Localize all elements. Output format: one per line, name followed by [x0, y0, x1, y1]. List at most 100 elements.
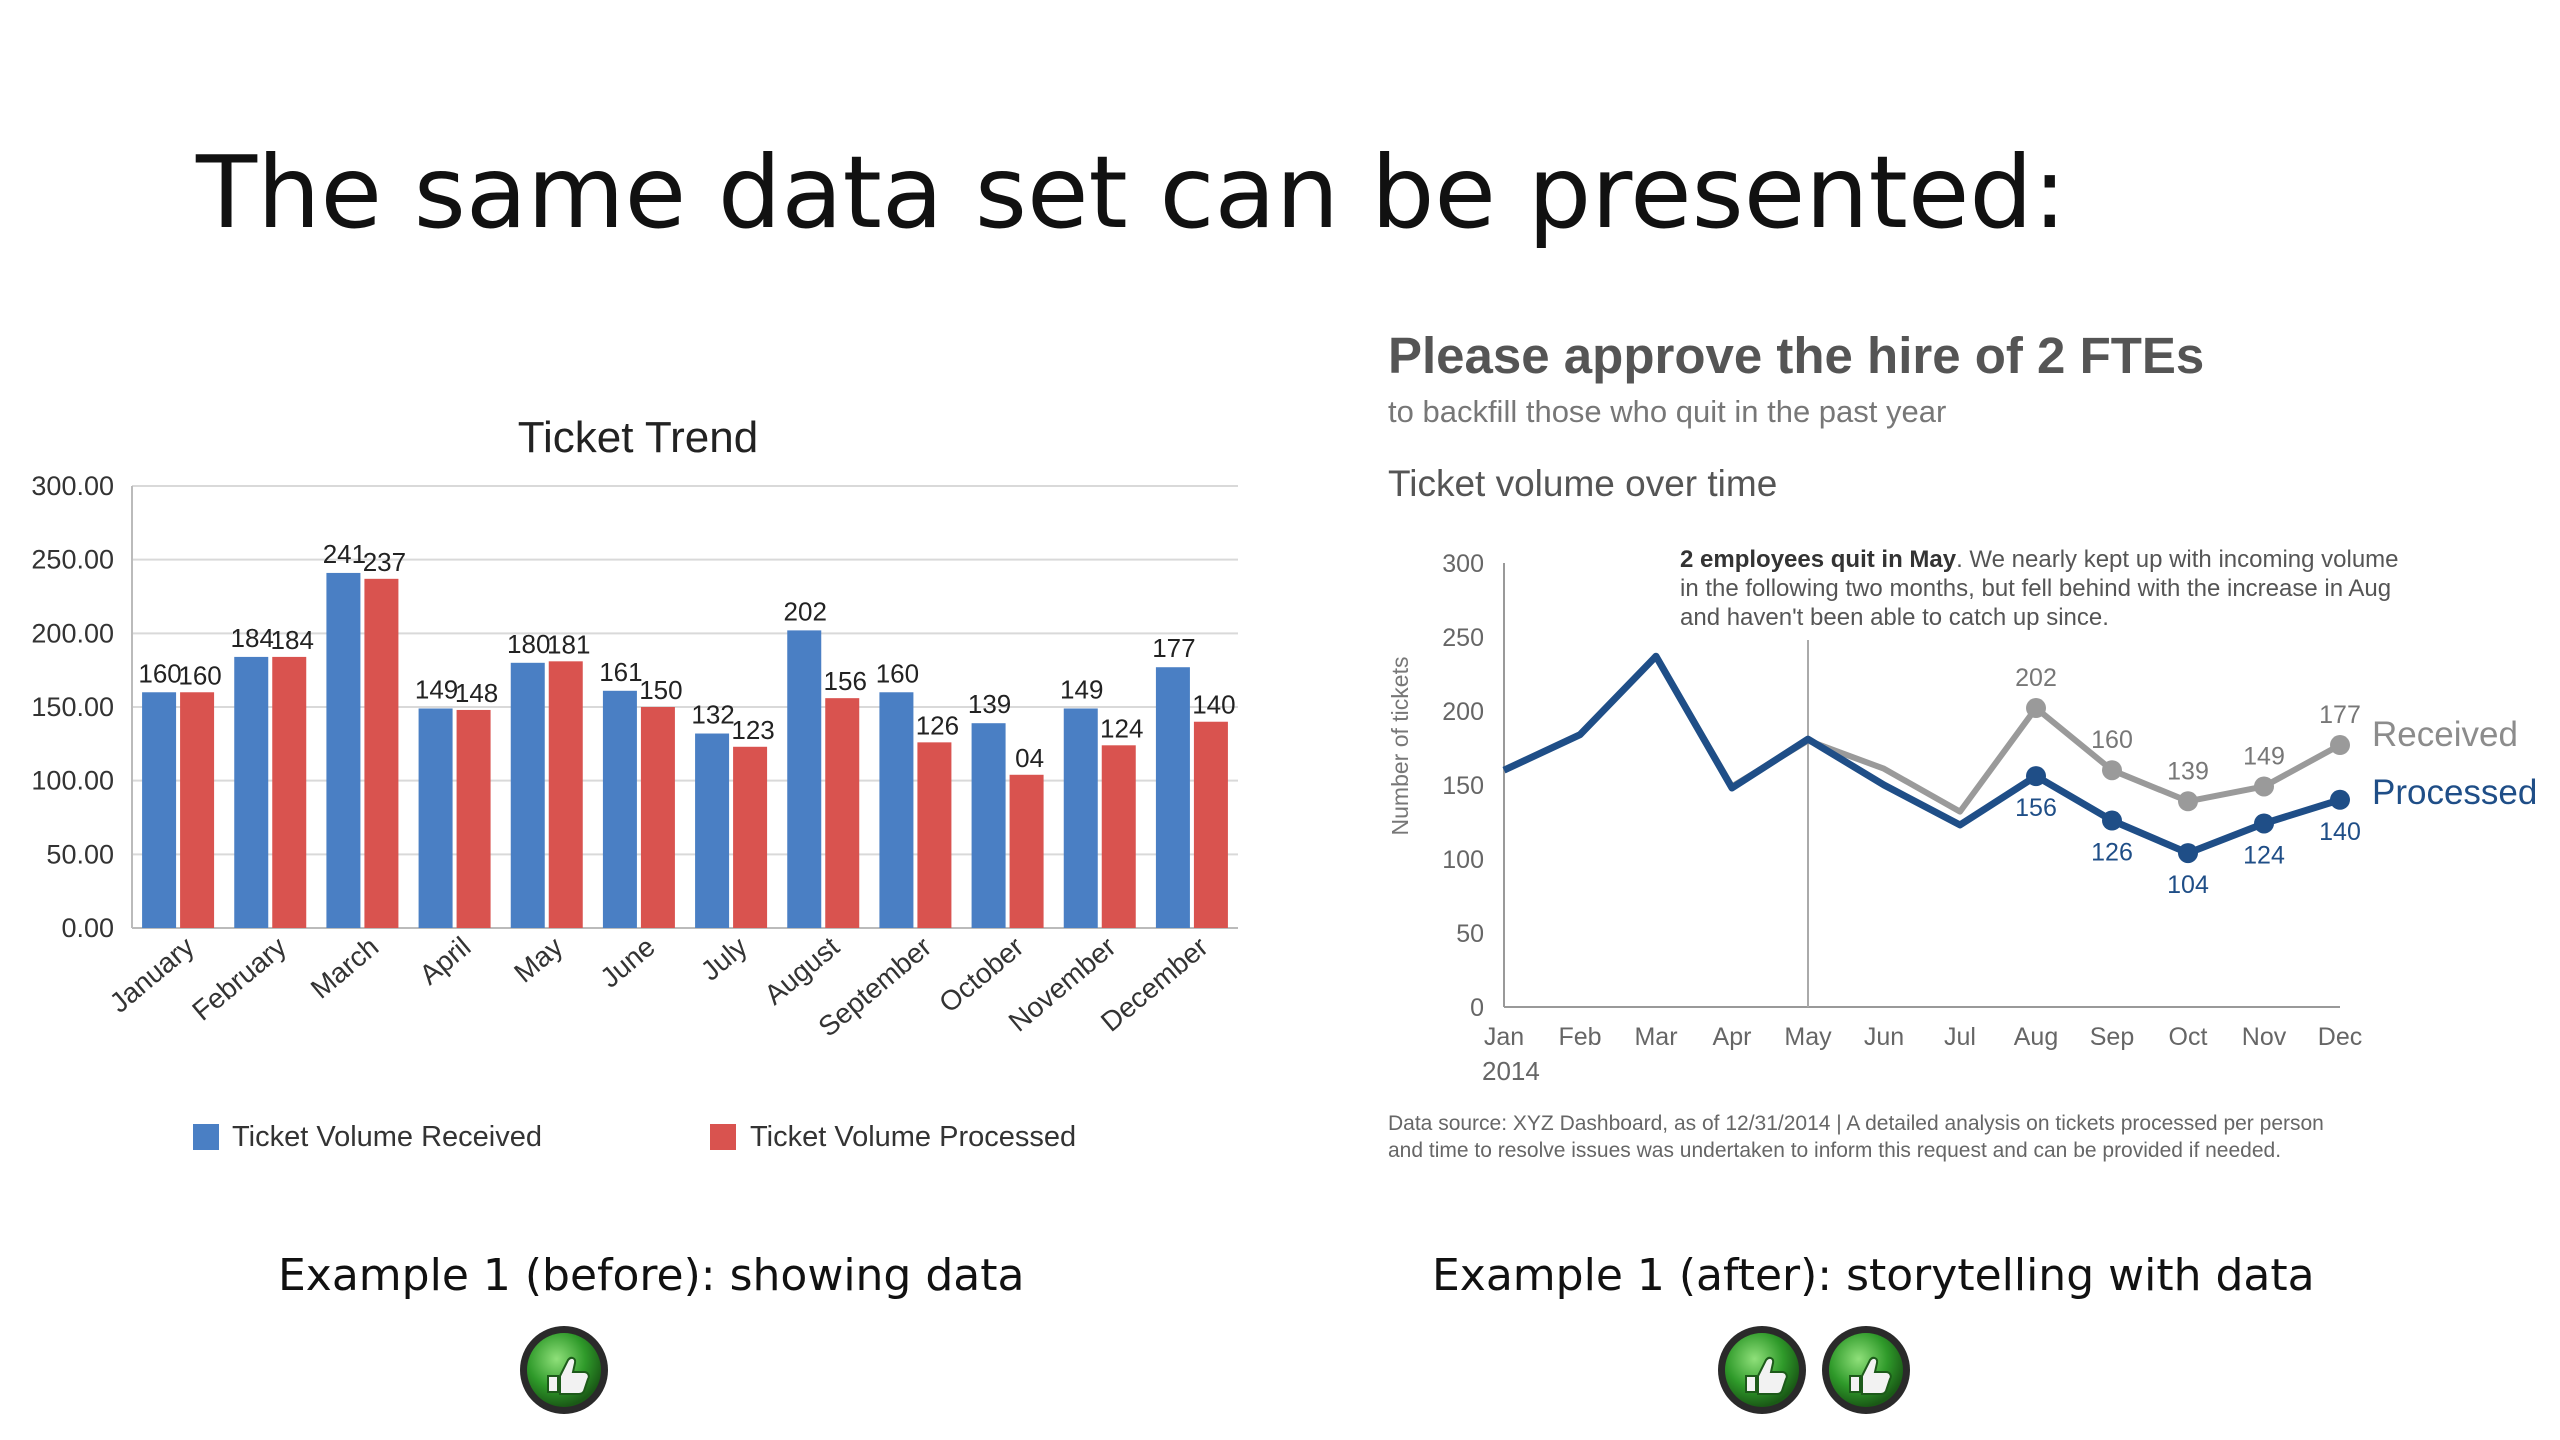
value-label-processed: 140 [1192, 690, 1235, 720]
x-tick-label: February [186, 931, 292, 1027]
point-processed [2330, 789, 2350, 810]
bar-received [326, 572, 361, 928]
line-chart-headline: Please approve the hire of 2 FTEs [1388, 327, 2204, 384]
x-tick-label: Sep [2090, 1023, 2134, 1051]
x-tick-label: April [414, 931, 477, 991]
value-label-processed: 237 [363, 547, 406, 577]
x-tick-label: Jul [1944, 1023, 1976, 1051]
bar-chart: Ticket Trend 0.00 50.00 100.00 150.00 200.00… [31, 413, 1238, 1153]
y-tick-label: 150.00 [31, 692, 114, 722]
point-processed [2102, 810, 2122, 831]
thumbs-up-icon [520, 1326, 608, 1414]
annotation-bold: 2 employees quit in May [1680, 546, 1957, 573]
value-label-received: 160 [876, 658, 919, 688]
value-label-received: 161 [599, 657, 642, 687]
y-tick-label: 200 [1442, 698, 1484, 726]
value-label-processed: 160 [178, 660, 221, 690]
value-label-received: 132 [691, 700, 734, 730]
thumbs-up-icon [1718, 1326, 1806, 1414]
x-tick-label: August [758, 931, 845, 1011]
bar-chart-title: Ticket Trend [518, 413, 758, 462]
bar-received [142, 692, 177, 928]
line-chart-x-year: 2014 [1482, 1056, 1540, 1086]
value-label-received: 202 [784, 596, 827, 626]
bar-received [234, 656, 269, 928]
bar-received [602, 690, 637, 928]
annotation-text: . We nearly kept up with incoming volume [1956, 546, 2398, 573]
legend-label-received: Ticket Volume Received [232, 1121, 542, 1153]
value-label-processed: 04 [1015, 743, 1044, 773]
line-chart-y-label: Number of tickets [1387, 657, 1413, 836]
value-label-processed: 124 [1100, 713, 1143, 743]
point-received [2254, 776, 2274, 797]
y-tick-label: 0 [1470, 994, 1484, 1022]
label-processed: 156 [2015, 794, 2057, 822]
y-tick-label: 100 [1442, 846, 1484, 874]
footnote-line-1: Data source: XYZ Dashboard, as of 12/31/… [1388, 1112, 2324, 1135]
value-label-received: 139 [968, 689, 1011, 719]
point-received [2330, 735, 2350, 756]
thumbs-up-icon [1822, 1326, 1910, 1414]
value-label-processed: 148 [455, 678, 498, 708]
value-label-processed: 156 [824, 666, 867, 696]
bar-received [971, 723, 1006, 928]
value-label-processed: 184 [271, 625, 314, 655]
x-tick-label: July [695, 931, 753, 987]
value-label-received: 184 [231, 623, 274, 653]
x-tick-label: June [594, 931, 660, 994]
x-tick-label: January [104, 931, 200, 1019]
y-tick-label: 100.00 [31, 766, 114, 796]
point-received [2178, 791, 2198, 812]
line-chart-data-labels: 202 160 139 149 177 156 126 104 124 140 [2015, 664, 2361, 899]
legend-swatch-received [193, 1124, 219, 1150]
value-label-received: 149 [415, 674, 458, 704]
bar-chart-legend: Ticket Volume Received Ticket Volume Pro… [193, 1121, 1076, 1153]
line-chart-subheadline: to backfill those who quit in the past y… [1388, 394, 1946, 429]
caption-after: Example 1 (after): storytelling with dat… [1432, 1250, 2315, 1301]
label-processed: 140 [2319, 818, 2361, 846]
legend-received: Received [2372, 715, 2518, 754]
label-processed: 126 [2091, 839, 2133, 867]
bar-processed [1009, 774, 1044, 928]
label-received: 149 [2243, 742, 2285, 770]
bar-processed [733, 746, 768, 928]
x-tick-label: Apr [1713, 1023, 1752, 1051]
point-received [2102, 760, 2122, 781]
bar-received [787, 630, 822, 928]
value-label-received: 160 [138, 658, 181, 688]
point-processed [2178, 843, 2198, 864]
bar-processed [456, 709, 491, 928]
y-tick-label: 0.00 [61, 913, 114, 943]
legend-swatch-processed [710, 1124, 736, 1150]
bar-received [1063, 708, 1098, 928]
x-tick-label: May [508, 931, 568, 989]
bar-received [418, 708, 453, 928]
legend-processed: Processed [2372, 773, 2537, 812]
x-tick-label: Dec [2318, 1023, 2362, 1051]
annotation-line-2: in the following two months, but fell be… [1680, 575, 2391, 602]
bar-received [879, 692, 914, 928]
label-processed: 104 [2167, 871, 2209, 899]
bar-received [1155, 667, 1190, 928]
value-label-received: 180 [507, 629, 550, 659]
line-chart-title: Ticket volume over time [1388, 463, 1777, 504]
x-tick-label: May [1784, 1023, 1832, 1051]
label-received: 202 [2015, 664, 2057, 692]
x-tick-label: Oct [2169, 1023, 2208, 1051]
bar-processed [272, 656, 307, 928]
series-line-processed [1502, 652, 2342, 857]
line-chart-series [1502, 652, 2350, 864]
caption-before: Example 1 (before): showing data [278, 1250, 1025, 1301]
y-tick-label: 150 [1442, 772, 1484, 800]
value-label-processed: 150 [639, 675, 682, 705]
bar-processed [548, 661, 583, 928]
bar-chart-value-labels: 1601601841842412371491481801811611501321… [138, 539, 1235, 773]
bar-processed [364, 578, 399, 928]
bar-processed [180, 692, 215, 928]
line-chart-x-axis: Jan Feb Mar Apr May Jun Jul Aug Sep Oct Nov Dec [1484, 1023, 2362, 1051]
value-label-processed: 126 [916, 710, 959, 740]
annotation-line-1: 2 employees quit in May. We nearly kept … [1680, 546, 2399, 573]
point-processed [2026, 766, 2046, 787]
y-tick-label: 250.00 [31, 545, 114, 575]
